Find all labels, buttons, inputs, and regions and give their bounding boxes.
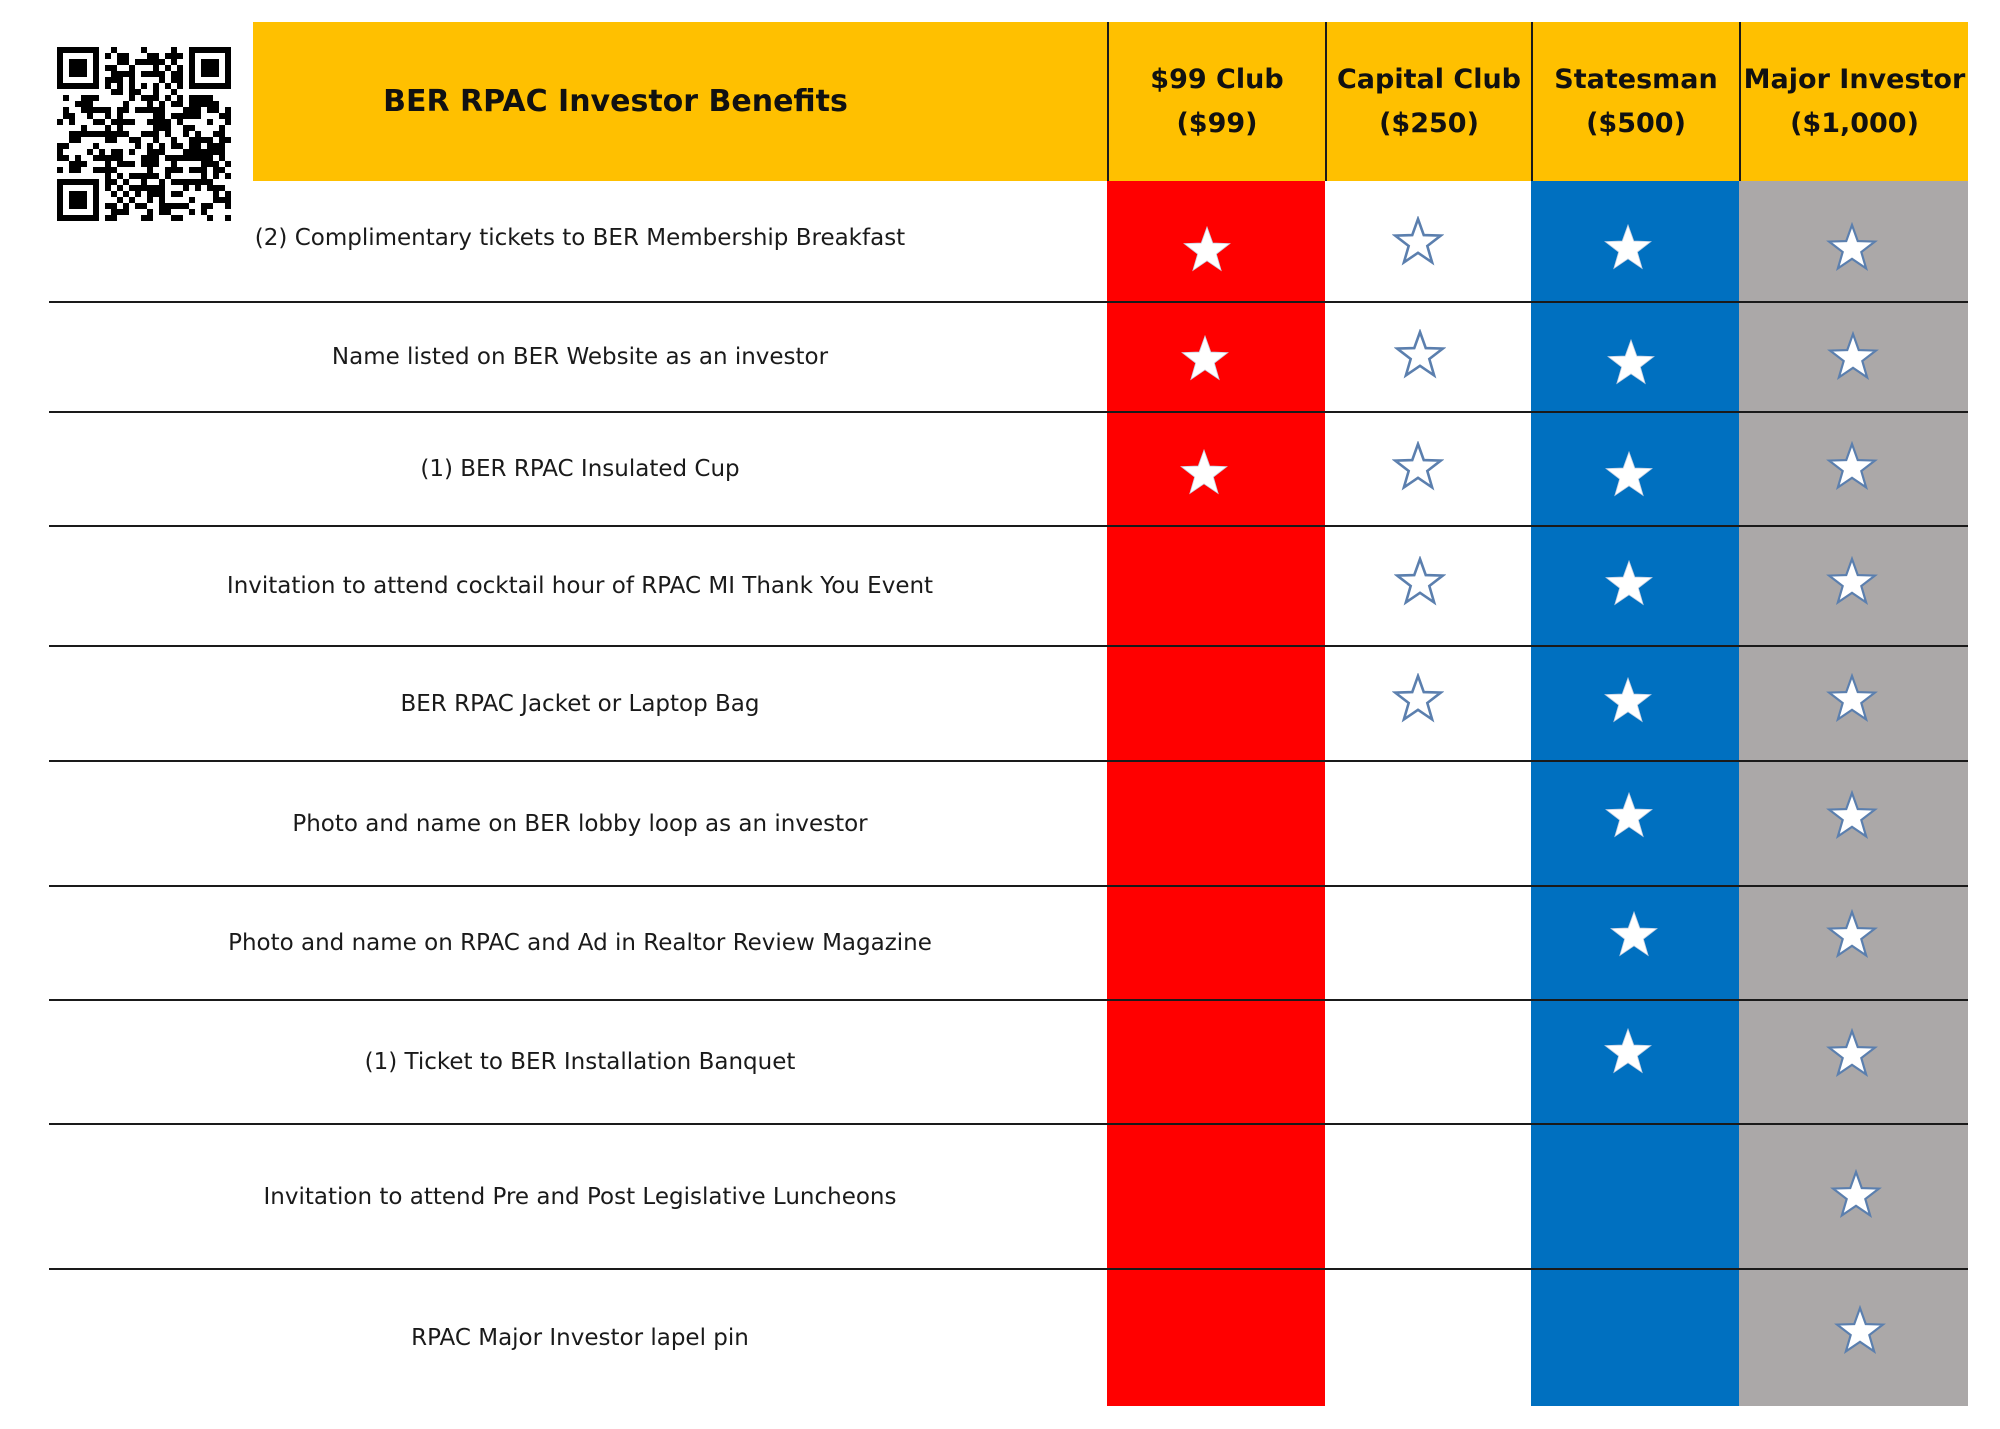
star-icon	[1826, 909, 1878, 961]
star-icon	[1603, 790, 1655, 842]
tier-name: $99 Club	[1150, 63, 1284, 95]
tier-column-statesman	[1531, 181, 1739, 1406]
star-icon	[1394, 556, 1446, 608]
benefit-label: BER RPAC Jacket or Laptop Bag	[400, 690, 760, 717]
table-header	[253, 22, 1968, 181]
tier-column-99-club	[1107, 181, 1325, 1406]
star-icon	[1603, 558, 1655, 610]
star-icon	[1179, 333, 1231, 385]
benefit-label: Invitation to attend cocktail hour of RP…	[226, 573, 934, 599]
star-icon	[1605, 337, 1657, 389]
tier-header-statesman: Statesman ($500)	[1533, 22, 1739, 181]
tier-price: ($500)	[1586, 107, 1686, 139]
qr-code-icon	[57, 47, 231, 221]
star-icon	[1830, 1168, 1882, 1221]
row-divider	[49, 645, 1968, 647]
header-divider	[1739, 22, 1741, 181]
star-icon	[1392, 215, 1444, 268]
row-divider	[49, 525, 1968, 527]
star-icon	[1826, 221, 1878, 274]
row-divider	[49, 760, 1968, 762]
header-divider	[1107, 22, 1109, 181]
benefit-label: (1) Ticket to BER Installation Banquet	[364, 1049, 796, 1075]
star-icon	[1826, 441, 1878, 493]
row-divider	[49, 1268, 1968, 1270]
star-icon	[1181, 224, 1233, 276]
star-icon	[1827, 331, 1879, 383]
star-icon	[1178, 447, 1230, 499]
star-icon	[1602, 675, 1654, 727]
benefit-label: Photo and name on BER lobby loop as an i…	[292, 810, 868, 837]
page-title: BER RPAC Investor Benefits	[383, 84, 848, 119]
tier-column-capital-club	[1325, 181, 1531, 1406]
row-divider	[49, 1123, 1968, 1125]
header-divider	[1325, 22, 1327, 181]
benefit-label: Photo and name on RPAC and Ad in Realtor…	[228, 930, 932, 956]
benefit-label: Invitation to attend Pre and Post Legisl…	[263, 1183, 897, 1210]
benefit-label: (2) Complimentary tickets to BER Members…	[254, 224, 906, 251]
star-icon	[1826, 556, 1878, 608]
star-icon	[1392, 441, 1444, 493]
star-icon	[1826, 1028, 1878, 1080]
tier-header-capital-club: Capital Club ($250)	[1327, 22, 1531, 181]
tier-price: ($99)	[1176, 107, 1258, 139]
star-icon	[1608, 909, 1660, 961]
row-divider	[49, 885, 1968, 887]
tier-header-99-club: $99 Club ($99)	[1109, 22, 1325, 181]
benefit-label: RPAC Major Investor lapel pin	[411, 1324, 749, 1351]
star-icon	[1826, 672, 1878, 725]
row-divider	[49, 999, 1968, 1001]
tier-price: ($1,000)	[1790, 107, 1919, 139]
benefit-label: (1) BER RPAC Insulated Cup	[420, 456, 740, 482]
star-icon	[1602, 1026, 1654, 1078]
star-icon	[1603, 449, 1655, 501]
tier-name: Major Investor	[1743, 63, 1966, 95]
tier-name: Capital Club	[1336, 63, 1522, 95]
star-icon	[1602, 222, 1654, 274]
star-icon	[1394, 329, 1446, 381]
header-divider	[1531, 22, 1533, 181]
star-icon	[1392, 672, 1444, 725]
tier-name: Statesman	[1554, 63, 1718, 95]
tier-price: ($250)	[1379, 107, 1479, 139]
benefit-label: Name listed on BER Website as an investo…	[331, 344, 829, 370]
star-icon	[1834, 1304, 1886, 1357]
row-divider	[49, 411, 1968, 413]
tier-header-major-investor: Major Investor ($1,000)	[1741, 22, 1968, 181]
row-divider	[49, 301, 1968, 303]
star-icon	[1826, 789, 1878, 842]
